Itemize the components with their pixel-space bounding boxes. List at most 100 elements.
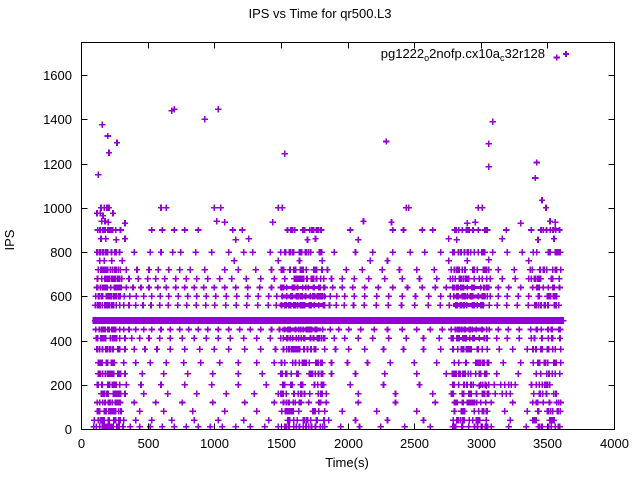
data-point-marker xyxy=(112,408,120,415)
data-point-marker xyxy=(168,416,175,424)
data-point-marker xyxy=(219,423,226,430)
data-point-marker xyxy=(315,408,323,415)
data-point-marker xyxy=(384,416,391,424)
data-point-marker xyxy=(200,284,207,291)
data-point-marker xyxy=(94,226,102,234)
data-point-marker xyxy=(319,326,327,333)
data-point-marker xyxy=(501,408,508,415)
data-point-marker xyxy=(451,408,458,415)
data-point-marker xyxy=(225,248,233,256)
data-point-marker xyxy=(215,106,222,113)
data-point-marker xyxy=(281,275,289,282)
data-point-marker xyxy=(352,370,359,377)
data-point-marker xyxy=(181,284,189,291)
data-point-marker xyxy=(464,257,471,265)
data-point-marker xyxy=(388,219,395,226)
data-point-marker xyxy=(235,370,242,377)
data-point-marker xyxy=(99,399,107,406)
data-point-marker xyxy=(197,359,205,366)
data-point-marker xyxy=(278,266,285,273)
data-point-marker xyxy=(360,301,368,309)
y-axis-title: IPS xyxy=(2,229,17,250)
data-point-marker xyxy=(556,248,563,256)
data-point-marker xyxy=(202,301,209,309)
data-point-marker xyxy=(279,381,287,388)
y-tick-label-7: 1400 xyxy=(43,112,72,127)
data-point-marker xyxy=(179,399,186,406)
data-point-marker xyxy=(454,346,461,353)
y-tick-label-6: 1200 xyxy=(43,157,72,172)
data-point-marker xyxy=(373,293,381,300)
data-point-marker xyxy=(543,226,550,234)
data-point-marker xyxy=(102,284,109,291)
data-point-marker xyxy=(300,301,308,309)
data-point-marker xyxy=(546,248,554,256)
data-point-marker xyxy=(373,408,381,415)
data-point-marker xyxy=(484,346,491,353)
data-point-marker xyxy=(532,174,539,182)
data-point-marker xyxy=(333,293,341,300)
data-point-marker xyxy=(102,235,109,243)
data-point-marker xyxy=(98,266,105,273)
data-point-marker xyxy=(283,423,290,430)
data-point-marker xyxy=(416,275,423,282)
data-point-marker xyxy=(119,257,126,265)
data-point-marker xyxy=(512,275,519,282)
data-point-marker xyxy=(140,390,147,397)
data-point-marker xyxy=(163,359,170,366)
data-point-marker xyxy=(310,301,318,309)
data-point-marker xyxy=(544,284,552,291)
data-point-marker xyxy=(433,359,440,366)
data-point-marker xyxy=(195,423,202,430)
data-point-marker xyxy=(112,284,120,291)
data-point-marker xyxy=(147,248,154,256)
data-markers-layer xyxy=(90,54,567,430)
data-point-marker xyxy=(510,266,518,273)
data-point-marker xyxy=(123,381,130,388)
data-point-marker xyxy=(302,248,309,256)
dense-marker-band-0 xyxy=(92,317,565,325)
data-point-marker xyxy=(184,293,191,300)
data-point-marker xyxy=(478,204,486,212)
data-point-marker xyxy=(452,301,460,309)
data-point-marker xyxy=(537,226,544,234)
data-point-marker xyxy=(380,346,387,353)
data-point-marker xyxy=(223,390,230,397)
data-point-marker xyxy=(322,399,330,406)
data-point-marker xyxy=(236,326,243,333)
data-point-marker xyxy=(459,370,467,377)
data-point-marker xyxy=(213,217,221,225)
data-point-marker xyxy=(106,226,113,234)
data-point-marker xyxy=(446,301,453,309)
data-point-marker xyxy=(280,335,287,342)
data-point-marker xyxy=(286,416,293,424)
data-point-marker xyxy=(545,370,553,377)
data-point-marker xyxy=(110,390,118,397)
data-point-marker xyxy=(433,275,440,282)
data-point-marker xyxy=(105,149,113,156)
data-point-marker xyxy=(211,204,218,212)
data-point-marker xyxy=(317,248,325,256)
data-point-marker xyxy=(494,301,501,309)
data-point-marker xyxy=(493,370,500,377)
data-point-marker xyxy=(222,301,229,309)
data-point-marker xyxy=(525,293,532,300)
data-point-marker xyxy=(268,266,275,273)
data-point-marker xyxy=(298,399,305,406)
data-point-marker xyxy=(389,248,397,256)
data-point-marker xyxy=(113,236,120,244)
data-point-marker xyxy=(318,335,325,342)
y-tick-label-3: 600 xyxy=(50,289,72,304)
data-point-marker xyxy=(287,226,294,234)
data-point-marker xyxy=(105,204,113,212)
data-point-marker xyxy=(396,266,403,273)
data-point-marker xyxy=(91,317,99,324)
data-point-marker xyxy=(528,266,536,273)
data-point-marker xyxy=(529,399,537,406)
data-point-marker xyxy=(157,326,165,333)
data-point-marker xyxy=(557,266,564,273)
data-point-marker xyxy=(469,284,477,291)
data-point-marker xyxy=(547,416,554,424)
data-point-marker xyxy=(547,408,554,415)
data-point-marker xyxy=(319,381,326,388)
